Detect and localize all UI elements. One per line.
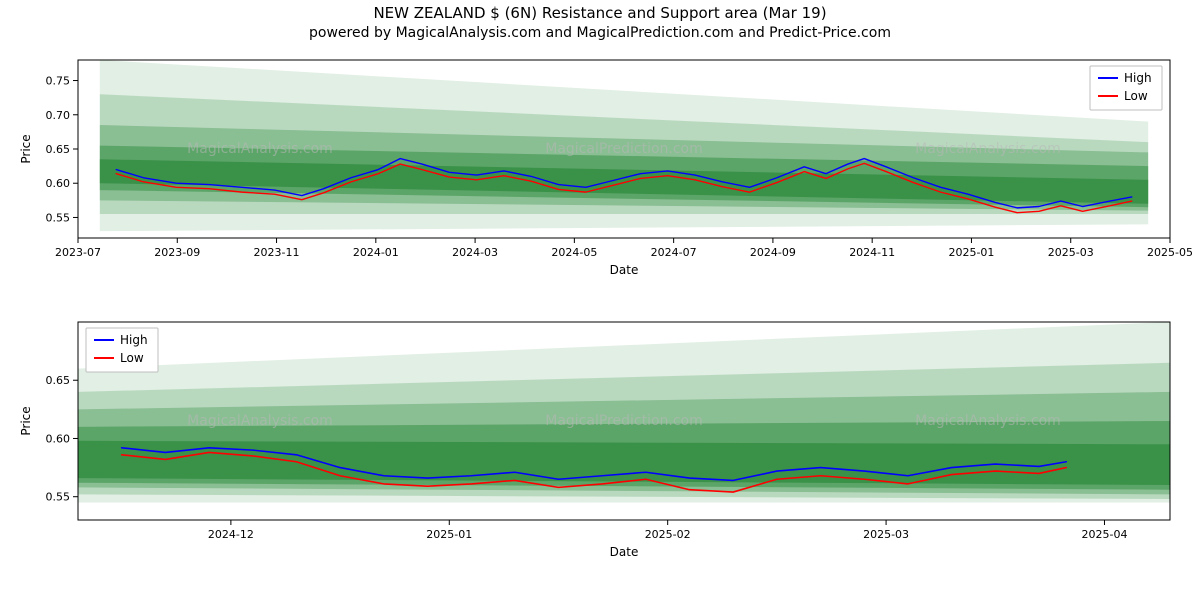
watermark-text: MagicalPrediction.com [545, 413, 703, 429]
page-subtitle: powered by MagicalAnalysis.com and Magic… [0, 25, 1200, 41]
chart-top-svg: MagicalAnalysis.com MagicalPrediction.com… [0, 48, 1200, 288]
legend-label: Low [120, 351, 144, 365]
svg-text:2024-07: 2024-07 [651, 246, 697, 259]
chart-top: MagicalAnalysis.com MagicalPrediction.com… [0, 48, 1200, 288]
y-axis-label: Price [19, 406, 33, 435]
svg-text:2025-01: 2025-01 [426, 528, 472, 541]
watermark-text: MagicalAnalysis.com [915, 141, 1061, 157]
chart-bottom: MagicalAnalysis.com MagicalPrediction.com… [0, 310, 1200, 575]
svg-text:0.55: 0.55 [46, 491, 71, 504]
svg-text:0.65: 0.65 [46, 143, 71, 156]
svg-text:2024-09: 2024-09 [750, 246, 796, 259]
watermark-text: MagicalPrediction.com [545, 141, 703, 157]
svg-text:2024-01: 2024-01 [353, 246, 399, 259]
svg-text:2023-09: 2023-09 [154, 246, 200, 259]
legend: High Low [1090, 66, 1162, 110]
legend-label: High [1124, 71, 1152, 85]
svg-text:2025-03: 2025-03 [863, 528, 909, 541]
legend: High Low [86, 328, 158, 372]
svg-text:2023-07: 2023-07 [55, 246, 101, 259]
svg-text:2025-03: 2025-03 [1048, 246, 1094, 259]
x-axis-label: Date [610, 263, 639, 277]
svg-text:2024-12: 2024-12 [208, 528, 254, 541]
watermark-text: MagicalAnalysis.com [187, 141, 333, 157]
watermark-text: MagicalAnalysis.com [187, 413, 333, 429]
svg-text:0.60: 0.60 [46, 432, 71, 445]
chart-bottom-svg: MagicalAnalysis.com MagicalPrediction.com… [0, 310, 1200, 575]
svg-text:2024-03: 2024-03 [452, 246, 498, 259]
legend-label: Low [1124, 89, 1148, 103]
svg-text:2024-11: 2024-11 [849, 246, 895, 259]
x-axis-label: Date [610, 545, 639, 559]
svg-text:2025-05: 2025-05 [1147, 246, 1193, 259]
svg-text:0.65: 0.65 [46, 374, 71, 387]
svg-text:0.75: 0.75 [46, 75, 71, 88]
svg-text:2025-04: 2025-04 [1081, 528, 1127, 541]
svg-text:2024-05: 2024-05 [551, 246, 597, 259]
svg-text:0.55: 0.55 [46, 211, 71, 224]
svg-text:2023-11: 2023-11 [254, 246, 300, 259]
svg-text:2025-01: 2025-01 [948, 246, 994, 259]
page-title: NEW ZEALAND $ (6N) Resistance and Suppor… [0, 4, 1200, 22]
y-axis-label: Price [19, 134, 33, 163]
svg-text:0.70: 0.70 [46, 109, 71, 122]
svg-text:0.60: 0.60 [46, 177, 71, 190]
watermark-text: MagicalAnalysis.com [915, 413, 1061, 429]
legend-label: High [120, 333, 148, 347]
svg-text:2025-02: 2025-02 [645, 528, 691, 541]
